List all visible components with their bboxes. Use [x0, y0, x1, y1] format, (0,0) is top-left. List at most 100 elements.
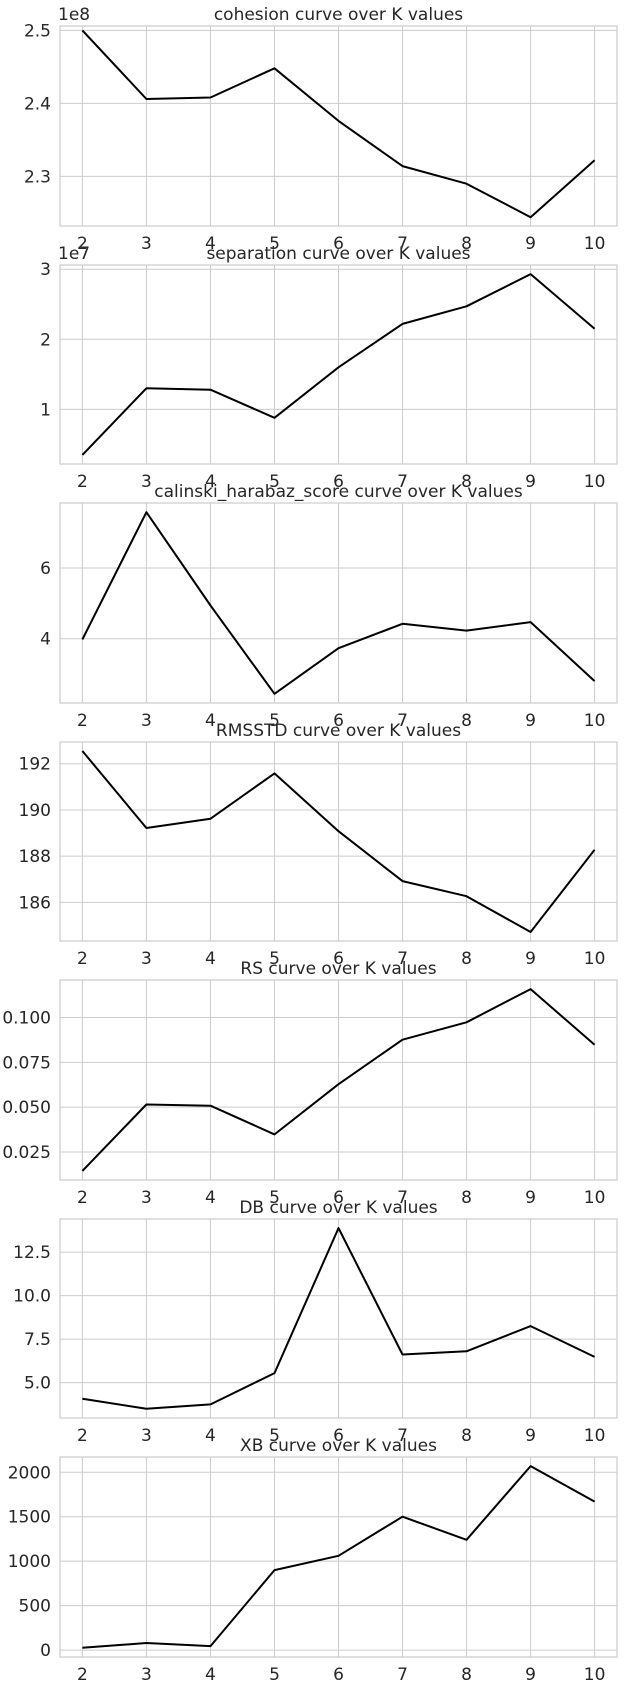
x-tick-label: 2	[77, 949, 88, 969]
x-tick-label: 10	[584, 1665, 606, 1685]
x-tick-label: 4	[205, 234, 216, 254]
y-tick-label: 0.100	[2, 1008, 51, 1028]
axes-frame	[59, 264, 618, 465]
x-tick-label: 9	[525, 711, 536, 731]
x-tick-label: 5	[269, 472, 280, 492]
x-tick-label: 10	[584, 1188, 606, 1208]
x-tick-label: 8	[461, 472, 472, 492]
y-tick-label: 2.3	[24, 167, 51, 187]
axes-frame	[59, 502, 618, 704]
x-tick-label: 10	[584, 949, 606, 969]
chart-title: DB curve over K values	[239, 1198, 437, 1218]
x-tick-label: 5	[269, 949, 280, 969]
y-tick-label: 5.0	[24, 1374, 51, 1394]
y-tick-label: 2000	[8, 1463, 51, 1483]
x-tick-label: 9	[525, 949, 536, 969]
x-tick-label: 5	[269, 711, 280, 731]
x-tick-label: 4	[205, 1426, 216, 1446]
x-tick-label: 2	[77, 234, 88, 254]
x-tick-label: 7	[397, 949, 408, 969]
chart-title: calinski_harabaz_score curve over K valu…	[154, 482, 523, 502]
chart-panel: 2 3 4 5 6 7 8 9 10 0.025 0.050 0.075 0.100 RS curve o…	[2, 959, 618, 1208]
y-tick-label: 0.050	[2, 1098, 51, 1118]
x-tick-label: 5	[269, 1665, 280, 1685]
y-tick-label: 188	[19, 847, 51, 867]
x-tick-label: 4	[205, 711, 216, 731]
chart-panel: 2 3 4 5 6 7 8 9 10 186 188 190 192 RMSSTD curve over …	[19, 721, 618, 969]
x-tick-label: 3	[141, 711, 152, 731]
x-tick-label: 9	[525, 234, 536, 254]
y-tick-label: 190	[19, 801, 51, 821]
x-tick-label: 6	[333, 1665, 344, 1685]
x-tick-label: 7	[397, 1188, 408, 1208]
x-tick-label: 6	[333, 1188, 344, 1208]
series-line	[81, 29, 596, 219]
x-tick-label: 2	[77, 472, 88, 492]
x-tick-label: 4	[205, 1665, 216, 1685]
axes-frame	[59, 979, 618, 1181]
x-tick-label: 8	[461, 1188, 472, 1208]
series-line	[81, 750, 596, 933]
chart-title: XB curve over K values	[240, 1436, 437, 1456]
chart-title: separation curve over K values	[206, 244, 470, 264]
y-tick-label: 1000	[8, 1552, 51, 1572]
x-tick-label: 5	[269, 234, 280, 254]
x-tick-label: 7	[397, 1426, 408, 1446]
x-tick-label: 9	[525, 1665, 536, 1685]
y-tick-label: 1	[40, 400, 51, 420]
series-line	[82, 1465, 596, 1649]
x-tick-label: 9	[525, 1426, 536, 1446]
series-line	[81, 988, 596, 1172]
x-tick-label: 6	[333, 711, 344, 731]
y-tick-label: 2.4	[24, 94, 51, 114]
x-tick-label: 3	[141, 1426, 152, 1446]
x-tick-label: 4	[205, 949, 216, 969]
chart-title: cohesion curve over K values	[214, 5, 463, 25]
chart-title: RS curve over K values	[240, 959, 436, 979]
x-tick-label: 3	[141, 472, 152, 492]
x-tick-label: 2	[77, 1665, 88, 1685]
y-tick-label: 3	[40, 260, 51, 280]
x-tick-label: 3	[141, 1188, 152, 1208]
x-tick-label: 6	[333, 472, 344, 492]
x-tick-label: 10	[584, 234, 606, 254]
x-tick-label: 5	[269, 1426, 280, 1446]
x-tick-label: 9	[525, 1188, 536, 1208]
x-tick-label: 6	[333, 1426, 344, 1446]
x-tick-label: 2	[77, 711, 88, 731]
chart-panel: 2 3 4 5 6 7 8 9 10 5.0 7.5 10.0 12.5 DB curve over K …	[13, 1198, 618, 1446]
x-tick-label: 8	[461, 711, 472, 731]
x-tick-label: 2	[77, 1426, 88, 1446]
x-tick-label: 8	[461, 234, 472, 254]
x-tick-label: 7	[397, 1665, 408, 1685]
x-tick-label: 9	[525, 472, 536, 492]
y-tick-label: 7.5	[24, 1330, 51, 1350]
axes-frame	[59, 1218, 618, 1419]
x-tick-label: 8	[461, 1426, 472, 1446]
y-offset-text: 1e7	[58, 244, 90, 264]
axes-frame	[59, 1456, 618, 1658]
x-tick-label: 6	[333, 949, 344, 969]
x-tick-label: 7	[397, 472, 408, 492]
x-tick-label: 8	[461, 949, 472, 969]
x-tick-label: 6	[333, 234, 344, 254]
y-tick-label: 192	[19, 755, 51, 775]
y-tick-label: 6	[40, 559, 51, 579]
y-tick-label: 12.5	[13, 1243, 51, 1263]
y-tick-label: 2.5	[24, 21, 51, 41]
chart-panel: 2 3 4 5 6 7 8 9 10 0 500 1000 1500 2000 XB curve over …	[8, 1436, 618, 1685]
x-tick-label: 10	[584, 711, 606, 731]
y-tick-label: 1500	[8, 1508, 51, 1528]
x-tick-label: 4	[205, 1188, 216, 1208]
y-tick-label: 2	[40, 330, 51, 350]
y-tick-label: 0.075	[2, 1053, 51, 1073]
series-line	[81, 511, 596, 695]
x-tick-label: 3	[141, 1665, 152, 1685]
y-tick-label: 10.0	[13, 1287, 51, 1307]
x-tick-label: 4	[205, 472, 216, 492]
y-tick-label: 186	[19, 893, 51, 913]
axes-frame	[59, 741, 618, 942]
chart-title: RMSSTD curve over K values	[216, 721, 461, 741]
series-line	[82, 1227, 596, 1410]
x-tick-label: 3	[141, 949, 152, 969]
